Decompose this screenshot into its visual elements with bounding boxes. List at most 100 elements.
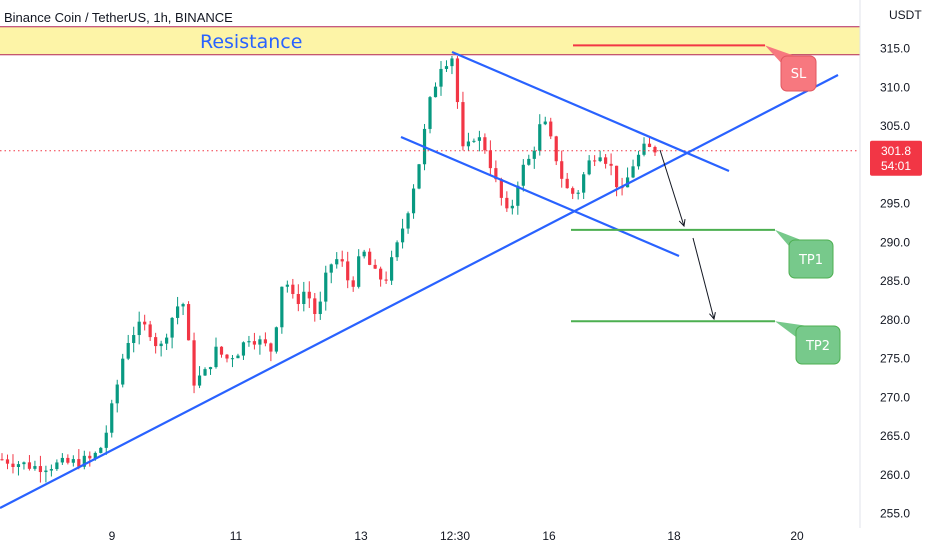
candle-body bbox=[390, 257, 394, 281]
take-profit-tag bbox=[795, 325, 841, 365]
candle-body bbox=[44, 470, 48, 473]
candle-body bbox=[395, 242, 399, 258]
candle-body bbox=[527, 158, 531, 165]
channel-lower-line bbox=[400, 135, 680, 258]
candle-body bbox=[631, 166, 635, 178]
candle-body bbox=[373, 264, 377, 269]
candle-body bbox=[307, 291, 311, 299]
candle-body bbox=[549, 121, 553, 137]
candle-body bbox=[296, 294, 300, 305]
candle-body bbox=[192, 340, 196, 386]
ascending-trendline bbox=[0, 74, 839, 509]
candle-body bbox=[313, 298, 317, 315]
candle-body bbox=[516, 185, 520, 206]
y-tick-label: 265.0 bbox=[880, 429, 910, 443]
candle-body bbox=[181, 304, 185, 307]
candle-body bbox=[625, 177, 630, 188]
candle-body bbox=[335, 259, 339, 265]
x-tick-label: 13 bbox=[354, 529, 368, 543]
candle-body bbox=[488, 150, 492, 169]
candle-body bbox=[428, 97, 432, 129]
candle-body bbox=[33, 466, 37, 469]
candle-body bbox=[384, 279, 388, 281]
candle-body bbox=[280, 286, 284, 328]
candle-body bbox=[22, 462, 26, 465]
candle-body bbox=[99, 447, 103, 453]
candle-body bbox=[71, 459, 75, 463]
candle-body bbox=[258, 339, 262, 345]
candle-body bbox=[642, 143, 646, 155]
y-tick-label: 280.0 bbox=[880, 313, 910, 327]
candle-body bbox=[444, 66, 449, 69]
candle-body bbox=[324, 272, 328, 302]
candle-body bbox=[340, 259, 344, 262]
candle-body bbox=[5, 459, 10, 464]
candle-body bbox=[159, 343, 163, 347]
candle-body bbox=[38, 466, 43, 473]
candle-body bbox=[82, 455, 86, 467]
projection-arrow bbox=[692, 237, 715, 320]
candle-body bbox=[604, 157, 608, 164]
candle-body bbox=[291, 284, 295, 295]
candle-body bbox=[466, 141, 471, 147]
candle-body bbox=[532, 150, 536, 159]
y-tick-label: 270.0 bbox=[880, 390, 910, 404]
candle-body bbox=[379, 268, 383, 280]
candle-body bbox=[55, 462, 59, 470]
candle-body bbox=[121, 358, 125, 385]
candle-body bbox=[439, 68, 443, 87]
candle-body bbox=[609, 163, 613, 166]
candlestick-series bbox=[0, 55, 657, 483]
stop-loss-tag bbox=[780, 55, 817, 92]
candle-body bbox=[571, 188, 575, 194]
candle-body bbox=[165, 337, 169, 344]
candle-body bbox=[274, 327, 278, 352]
candle-body bbox=[66, 457, 70, 463]
candle-body bbox=[241, 342, 246, 356]
candle-body bbox=[88, 455, 92, 459]
trendline-drawings: SL TP1 TP2 bbox=[0, 44, 860, 509]
y-tick-label: 305.0 bbox=[880, 119, 910, 133]
x-tick-label: 18 bbox=[667, 529, 681, 543]
candle-body bbox=[77, 459, 81, 467]
candle-body bbox=[203, 369, 207, 376]
candle-body bbox=[554, 136, 558, 162]
candle-body bbox=[455, 58, 460, 103]
candle-body bbox=[499, 179, 503, 198]
candle-body bbox=[653, 146, 657, 153]
candle-body bbox=[598, 157, 602, 162]
y-tick-label: 295.0 bbox=[880, 197, 910, 211]
candle-body bbox=[285, 284, 289, 287]
candle-body bbox=[477, 137, 482, 141]
x-tick-label: 12:30 bbox=[440, 529, 470, 543]
candle-body bbox=[208, 367, 213, 370]
candle-body bbox=[148, 324, 152, 338]
candle-body bbox=[11, 463, 15, 467]
stop-loss-label: SL bbox=[791, 67, 807, 82]
y-tick-label: 290.0 bbox=[880, 235, 910, 249]
last-price-badge bbox=[870, 140, 922, 176]
candle-body bbox=[560, 161, 564, 179]
candle-body bbox=[175, 306, 180, 318]
candle-body bbox=[406, 213, 410, 229]
candle-body bbox=[510, 205, 514, 209]
candle-body bbox=[587, 160, 591, 175]
candle-body bbox=[269, 343, 273, 352]
candle-body bbox=[351, 280, 355, 287]
candle-body bbox=[104, 432, 108, 448]
candle-body bbox=[16, 464, 21, 467]
last-price-value: 301.8 bbox=[881, 144, 911, 158]
candle-body bbox=[346, 261, 350, 281]
candle-body bbox=[433, 86, 438, 98]
candle-body bbox=[110, 403, 114, 433]
candle-body bbox=[357, 256, 361, 287]
candle-body bbox=[400, 228, 405, 243]
y-tick-label: 310.0 bbox=[880, 80, 910, 94]
y-tick-label: 275.0 bbox=[880, 352, 910, 366]
candle-body bbox=[543, 121, 547, 125]
take-profit-tag bbox=[788, 239, 834, 279]
price-axis: 315.0310.0305.0300.0295.0290.0285.0280.0… bbox=[859, 0, 922, 528]
candle-body bbox=[236, 355, 240, 359]
candle-body bbox=[318, 301, 322, 315]
